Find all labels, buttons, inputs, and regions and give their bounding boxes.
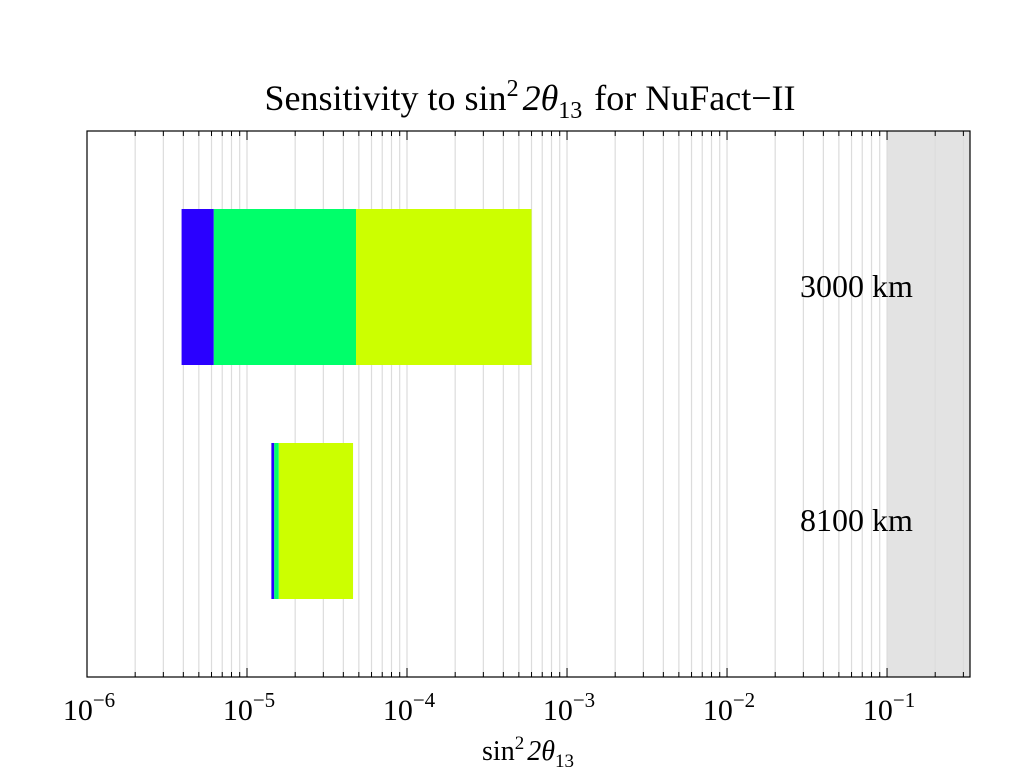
chart-title-sub: 13 bbox=[558, 98, 582, 124]
bar-segment-1-3 bbox=[356, 209, 532, 365]
x-tick-label-6: 10−1 bbox=[863, 688, 915, 727]
bar-segment-2-1 bbox=[271, 443, 275, 599]
x-tick-label-base: 10 bbox=[543, 694, 573, 727]
x-tick-label-exponent: −3 bbox=[573, 688, 595, 712]
chart-title-pre: Sensitivity to sin bbox=[265, 78, 507, 118]
x-tick-label-2: 10−5 bbox=[223, 688, 275, 727]
x-tick-label-1: 10−6 bbox=[63, 688, 115, 727]
bar-label-1: 3000 km bbox=[800, 268, 913, 304]
x-tick-label-3: 10−4 bbox=[383, 688, 436, 727]
x-tick-label-5: 10−2 bbox=[703, 688, 755, 727]
x-tick-label-base: 10 bbox=[703, 694, 733, 727]
chart-title-sup: 2 bbox=[507, 76, 519, 102]
plot-frame bbox=[86, 130, 971, 678]
x-tick-label-base: 10 bbox=[863, 694, 893, 727]
chart-title-post: for NuFact−II bbox=[594, 78, 795, 118]
x-tick-label-exponent: −2 bbox=[733, 688, 755, 712]
x-axis-label-sup: 2 bbox=[515, 733, 525, 754]
bar-segment-2-3 bbox=[278, 443, 354, 599]
bar-segment-2-2 bbox=[274, 443, 279, 599]
x-tick-label-exponent: −4 bbox=[413, 688, 436, 712]
x-tick-label-exponent: −6 bbox=[93, 688, 115, 712]
bar-segment-1-2 bbox=[213, 209, 357, 365]
x-axis-label-sub: 13 bbox=[555, 751, 574, 768]
chart-title: Sensitivity to sin2 2θ13 for NuFact−II bbox=[265, 76, 796, 124]
x-axis-label-mid: 2θ bbox=[527, 736, 555, 767]
x-tick-label-exponent: −1 bbox=[893, 688, 915, 712]
bar-label-2: 8100 km bbox=[800, 502, 913, 538]
x-tick-label-base: 10 bbox=[223, 694, 253, 727]
bar-segment-1-1 bbox=[181, 209, 214, 365]
x-tick-label-exponent: −5 bbox=[253, 688, 275, 712]
x-tick-label-4: 10−3 bbox=[543, 688, 595, 727]
x-tick-label-base: 10 bbox=[63, 694, 93, 727]
chart-title-mid: 2θ bbox=[523, 78, 559, 118]
excluded-region bbox=[887, 131, 970, 677]
x-axis-label: sin2 2θ13 bbox=[482, 733, 574, 768]
x-tick-label-base: 10 bbox=[383, 694, 413, 727]
x-axis-label-pre: sin bbox=[482, 736, 515, 767]
